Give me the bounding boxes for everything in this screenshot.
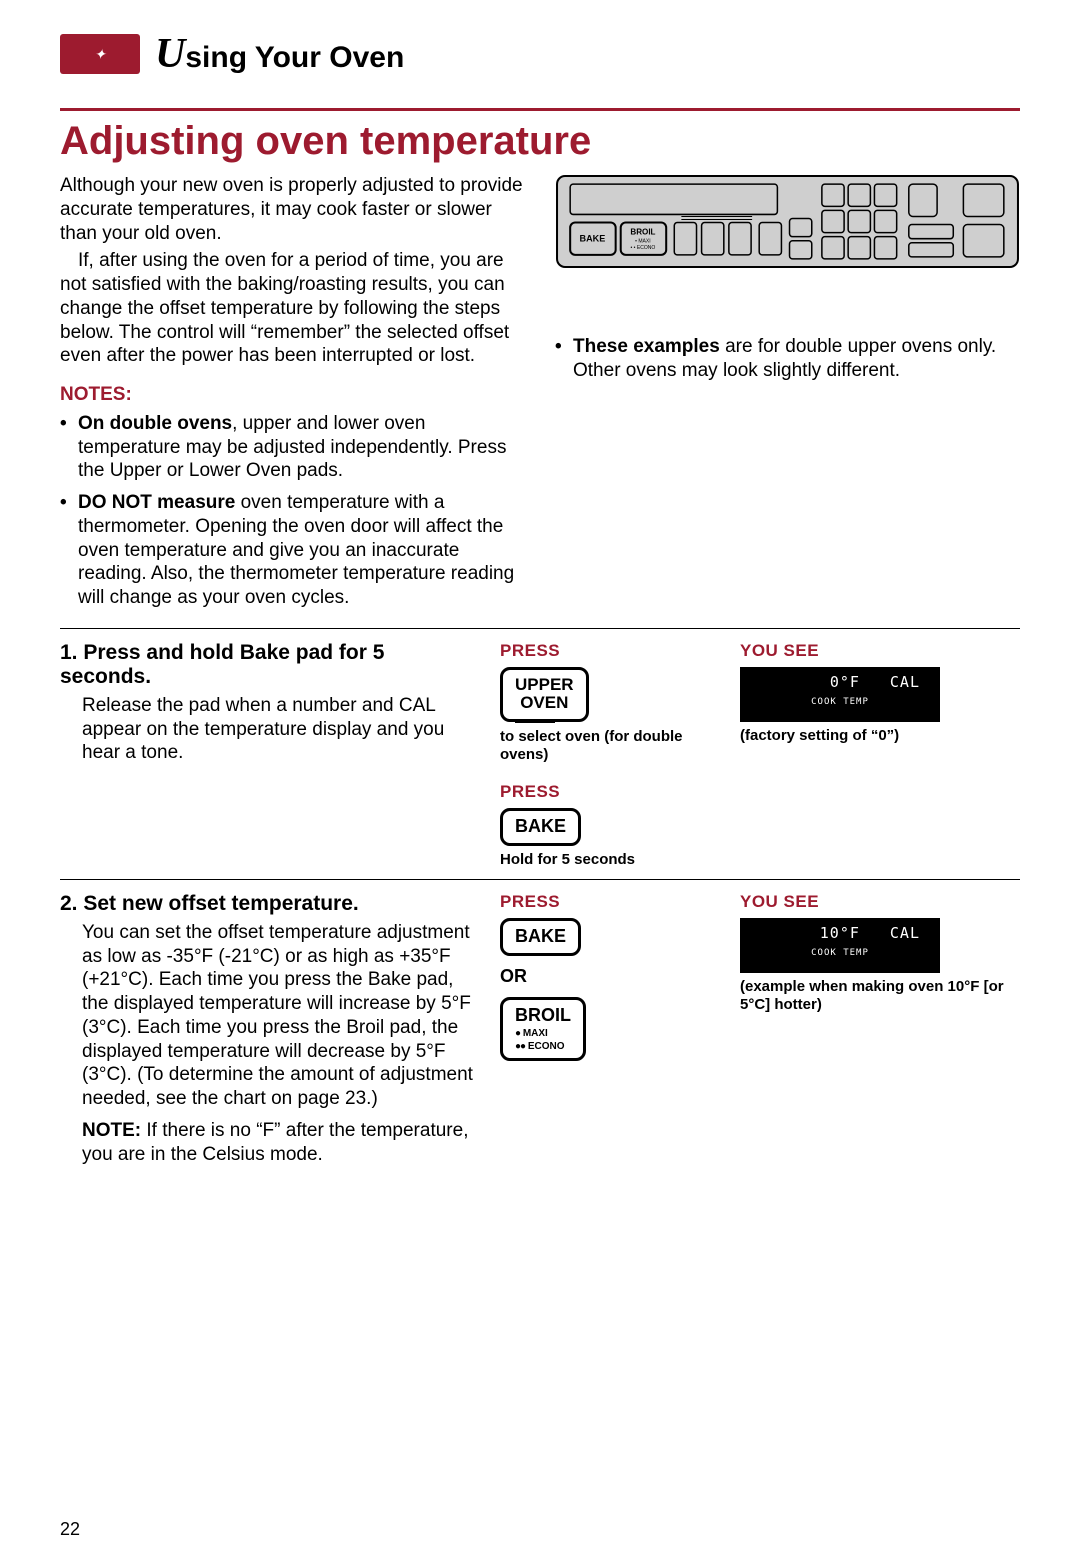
step1-title: 1. Press and hold Bake pad for 5 seconds…: [60, 641, 480, 689]
intro-text: Although your new oven is properly adjus…: [60, 174, 525, 618]
step2-title: 2. Set new offset temperature.: [60, 892, 480, 916]
step-2: 2. Set new offset temperature. You can s…: [60, 892, 1020, 1167]
section-rule: [60, 108, 1020, 111]
svg-text:• • ECONO: • • ECONO: [631, 245, 656, 251]
press-label-3: PRESS: [500, 892, 720, 912]
page-header: ✦ Using Your Oven: [60, 30, 1020, 78]
display1-cal: CAL: [890, 673, 920, 691]
intro-p1: Although your new oven is properly adjus…: [60, 174, 525, 245]
press-label-1: PRESS: [500, 641, 720, 661]
display2-temp: 10°F: [820, 924, 860, 942]
step2-mid: PRESS BAKE OR BROIL ● MAXI ●● ECONO: [500, 892, 720, 1167]
intro-p2: If, after using the oven for a period of…: [60, 249, 525, 368]
note-left-2: DO NOT measure oven temperature with a t…: [60, 491, 525, 610]
broil-pad: BROIL ● MAXI ●● ECONO: [500, 997, 586, 1061]
chapter-dropcap: U: [155, 31, 185, 77]
chapter-rest: sing Your Oven: [185, 41, 404, 74]
page-number: 22: [60, 1519, 80, 1540]
bake-pad-2: BAKE: [500, 918, 581, 956]
display-2: 10°F CAL COOK TEMP: [740, 918, 940, 973]
step2-body: You can set the offset temperature adjus…: [60, 921, 480, 1167]
divider-2: [60, 879, 1020, 880]
notes-label: NOTES:: [60, 383, 525, 407]
step1-mid: PRESS UPPEROVEN to select oven (for doub…: [500, 641, 720, 869]
display1-caption: (factory setting of “0”): [740, 727, 1020, 745]
step1-left: 1. Press and hold Bake pad for 5 seconds…: [60, 641, 480, 869]
notes-left-list: On double ovens, upper and lower oven te…: [60, 412, 525, 610]
divider-1: [60, 628, 1020, 629]
display1-temp: 0°F: [830, 673, 860, 691]
note-left-1: On double ovens, upper and lower oven te…: [60, 412, 525, 483]
display2-cook: COOK TEMP: [811, 948, 869, 958]
intro-right: BAKE BROIL • MAXI • • ECONO: [555, 174, 1020, 618]
step1-body: Release the pad when a number and CAL ap…: [60, 694, 480, 765]
note-right-1: These examples are for double upper oven…: [555, 335, 1020, 383]
section-title: Adjusting oven temperature: [60, 119, 1020, 164]
bake-pad-1: BAKE: [500, 808, 581, 846]
brand-logo: ✦: [60, 34, 140, 74]
control-panel-illustration: BAKE BROIL • MAXI • • ECONO: [555, 174, 1020, 270]
bake-caption: Hold for 5 seconds: [500, 851, 720, 869]
display2-caption: (example when making oven 10°F [or 5°C] …: [740, 978, 1020, 1014]
svg-text:BAKE: BAKE: [580, 234, 606, 244]
you-see-2: YOU SEE: [740, 892, 1020, 912]
display1-cook: COOK TEMP: [811, 697, 869, 707]
display2-cal: CAL: [890, 924, 920, 942]
step2-left: 2. Set new offset temperature. You can s…: [60, 892, 480, 1167]
upper-caption: to select oven (for double ovens): [500, 728, 720, 764]
svg-text:BROIL: BROIL: [630, 228, 655, 237]
step-1: 1. Press and hold Bake pad for 5 seconds…: [60, 641, 1020, 869]
intro-row: Although your new oven is properly adjus…: [60, 174, 1020, 618]
notes-right-list: These examples are for double upper oven…: [555, 335, 1020, 383]
you-see-1: YOU SEE: [740, 641, 1020, 661]
display-1: 0°F CAL COOK TEMP: [740, 667, 940, 722]
chapter-title: Using Your Oven: [155, 30, 404, 78]
step1-right: YOU SEE 0°F CAL COOK TEMP (factory setti…: [740, 641, 1020, 869]
upper-oven-pad: UPPEROVEN: [500, 667, 589, 722]
press-label-2: PRESS: [500, 782, 720, 802]
or-label: OR: [500, 966, 720, 987]
step2-right: YOU SEE 10°F CAL COOK TEMP (example when…: [740, 892, 1020, 1167]
